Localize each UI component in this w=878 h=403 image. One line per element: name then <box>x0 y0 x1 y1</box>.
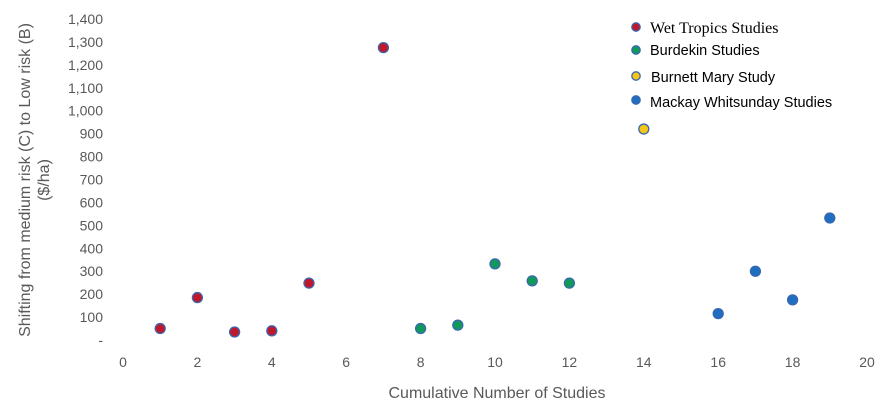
y-tick-label: - <box>98 332 103 348</box>
legend-label-wet-tropics: Wet Tropics Studies <box>650 20 779 37</box>
data-point-series-3 <box>786 294 799 306</box>
data-point-series-2 <box>638 123 650 135</box>
x-axis-ticks: 0 2 4 6 8 10 12 14 16 18 20 <box>119 354 875 370</box>
data-point-series-0 <box>377 42 390 54</box>
legend-label-burnett-mary: Burnett Mary Study <box>651 70 776 86</box>
y-tick-label: 1,000 <box>68 103 103 119</box>
data-point-series-1 <box>489 258 501 270</box>
legend-item-mackay-whitsunday: Mackay Whitsunday Studies <box>631 95 832 111</box>
y-tick-label: 100 <box>80 309 104 325</box>
data-point-series-3 <box>749 265 762 277</box>
legend: Wet Tropics Studies Burdekin Studies Bur… <box>631 20 832 111</box>
y-tick-label: 700 <box>80 172 104 188</box>
x-tick-label: 8 <box>417 354 425 370</box>
y-tick-label: 1,300 <box>68 34 103 50</box>
y-axis-ticks: - 100 200 300 400 500 600 700 800 900 1,000 1,100 1,… <box>68 11 103 348</box>
legend-item-burnett-mary: Burnett Mary Study <box>631 70 776 86</box>
legend-marker-burdekin <box>631 45 641 55</box>
y-axis-title-line-1: Shifting from medium risk (C) to Low ris… <box>17 23 34 337</box>
legend-marker-burnett-mary <box>631 71 641 81</box>
x-tick-label: 6 <box>342 354 350 370</box>
x-tick-label: 16 <box>710 354 726 370</box>
legend-label-mackay-whitsunday: Mackay Whitsunday Studies <box>650 95 832 111</box>
data-point-series-0 <box>266 325 278 337</box>
x-tick-label: 12 <box>562 354 578 370</box>
data-point-series-3 <box>712 307 724 320</box>
y-tick-label: 200 <box>80 286 104 302</box>
y-tick-label: 900 <box>80 126 104 142</box>
y-axis-title: Shifting from medium risk (C) to Low ris… <box>17 23 53 337</box>
y-tick-label: 500 <box>80 217 104 233</box>
x-tick-label: 14 <box>636 354 652 370</box>
data-point-series-0 <box>191 291 204 304</box>
y-tick-label: 1,200 <box>68 57 103 73</box>
x-tick-label: 0 <box>119 354 127 370</box>
y-axis-title-line-2: ($/ha) <box>36 159 53 201</box>
legend-item-burdekin: Burdekin Studies <box>631 43 760 59</box>
x-tick-label: 4 <box>268 354 276 370</box>
data-point-series-1 <box>563 277 576 289</box>
legend-marker-mackay-whitsunday <box>631 95 641 105</box>
y-tick-label: 1,400 <box>68 11 103 27</box>
y-tick-label: 300 <box>80 263 104 279</box>
data-point-series-0 <box>154 322 166 335</box>
data-point-series-1 <box>414 322 427 335</box>
data-point-series-1 <box>452 319 464 331</box>
data-points <box>154 42 836 338</box>
x-axis-title: Cumulative Number of Studies <box>389 385 606 402</box>
x-tick-label: 18 <box>785 354 801 370</box>
x-tick-label: 10 <box>487 354 503 370</box>
legend-marker-wet-tropics <box>631 22 641 32</box>
y-tick-label: 400 <box>80 240 104 256</box>
y-tick-label: 1,100 <box>68 80 103 96</box>
data-point-series-0 <box>228 326 241 338</box>
legend-label-burdekin: Burdekin Studies <box>650 43 760 59</box>
x-tick-label: 20 <box>859 354 875 370</box>
x-tick-label: 2 <box>194 354 202 370</box>
data-point-series-3 <box>824 212 836 224</box>
data-point-series-1 <box>526 275 538 287</box>
y-tick-label: 800 <box>80 149 104 165</box>
y-tick-label: 600 <box>80 194 104 210</box>
legend-item-wet-tropics: Wet Tropics Studies <box>631 20 779 37</box>
data-point-series-0 <box>303 277 315 289</box>
